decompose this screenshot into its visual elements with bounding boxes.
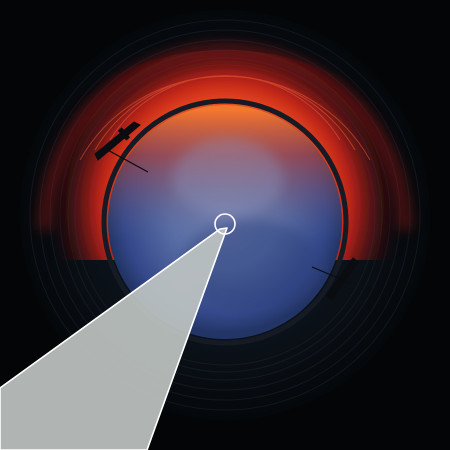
boat-silhouette-right [311,257,359,301]
view-cone [0,227,228,450]
boat-silhouette-left [94,121,149,173]
horizon-ring [101,98,349,346]
glow-streaks [79,75,371,161]
glow-arc [38,43,412,231]
cloud [173,138,283,218]
circle-marker[interactable] [214,213,236,235]
